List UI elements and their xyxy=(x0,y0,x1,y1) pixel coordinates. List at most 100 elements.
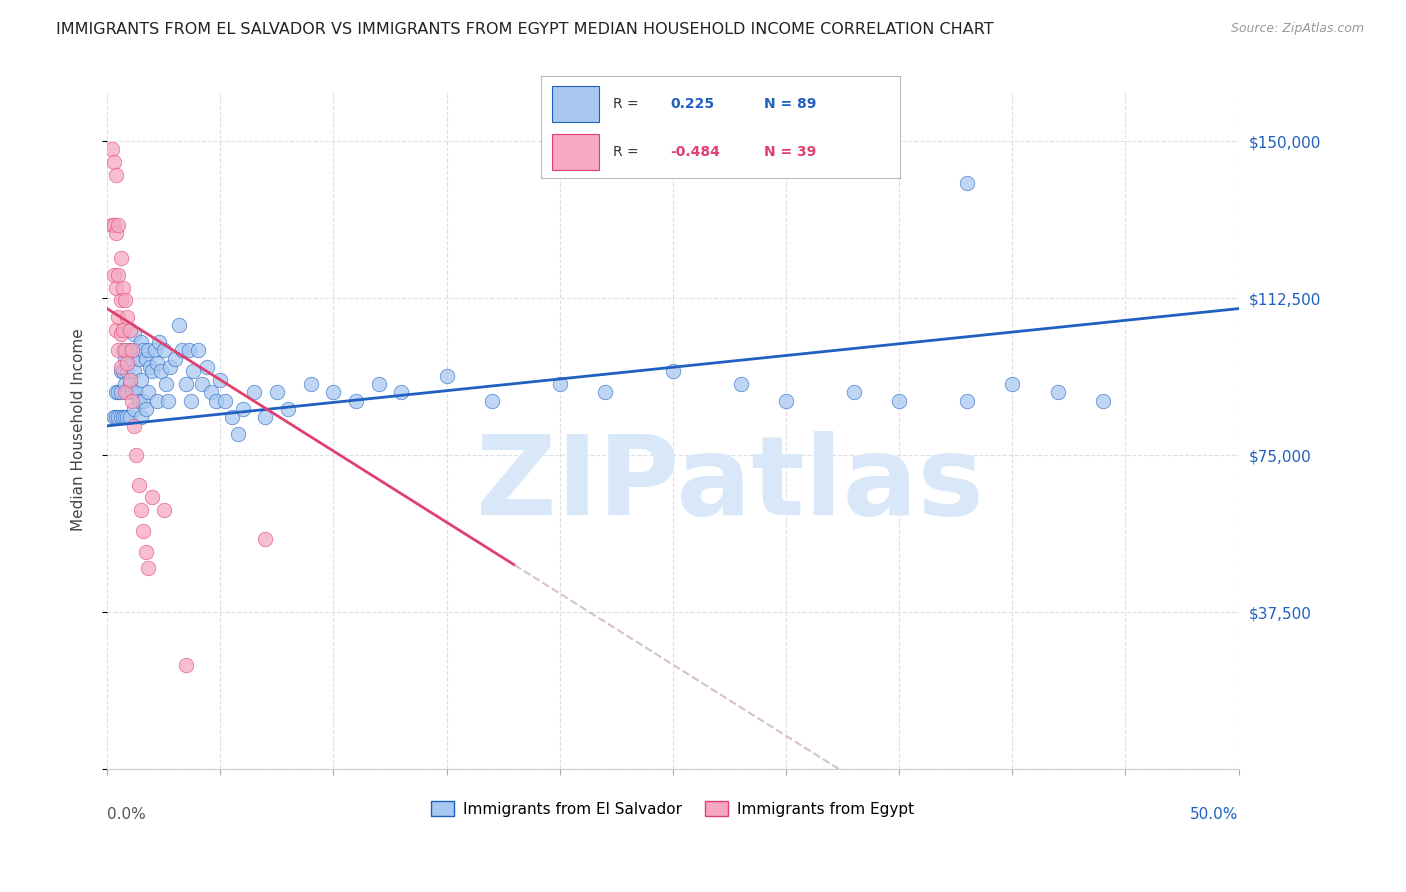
Y-axis label: Median Household Income: Median Household Income xyxy=(72,328,86,532)
Point xyxy=(436,368,458,383)
Point xyxy=(232,402,254,417)
Point xyxy=(169,318,191,333)
Point xyxy=(111,410,134,425)
Point xyxy=(129,373,152,387)
Point xyxy=(548,376,571,391)
Text: ZIPatlas: ZIPatlas xyxy=(475,431,983,538)
Point xyxy=(114,385,136,400)
Point xyxy=(200,385,222,400)
Point xyxy=(107,385,129,400)
Point xyxy=(118,322,141,336)
Point xyxy=(209,373,232,387)
Point xyxy=(157,393,180,408)
Point xyxy=(367,376,389,391)
Point xyxy=(1091,393,1114,408)
Point xyxy=(121,351,143,366)
Point xyxy=(174,657,197,672)
Point xyxy=(956,176,979,190)
Point xyxy=(105,168,128,182)
Point xyxy=(125,385,148,400)
Text: 0.225: 0.225 xyxy=(671,97,714,111)
Point xyxy=(146,356,169,370)
Point xyxy=(1046,385,1069,400)
Point xyxy=(105,385,128,400)
Point xyxy=(125,343,148,358)
Point xyxy=(177,343,200,358)
Point xyxy=(662,364,685,378)
Text: R =: R = xyxy=(613,97,638,111)
Point xyxy=(181,364,204,378)
Point xyxy=(956,393,979,408)
Point xyxy=(277,402,299,417)
Point xyxy=(135,351,157,366)
Point xyxy=(117,385,139,400)
Text: N = 39: N = 39 xyxy=(763,145,815,160)
Point xyxy=(122,364,145,378)
Point xyxy=(132,343,155,358)
Point xyxy=(299,376,322,391)
Point xyxy=(191,376,214,391)
Point xyxy=(135,544,157,558)
Point xyxy=(148,335,170,350)
FancyBboxPatch shape xyxy=(553,135,599,170)
Point xyxy=(117,364,139,378)
Point xyxy=(111,280,134,294)
Point xyxy=(150,364,173,378)
Point xyxy=(155,376,177,391)
Point xyxy=(141,490,163,504)
Point xyxy=(107,410,129,425)
Point xyxy=(159,360,181,375)
Point xyxy=(121,385,143,400)
Point xyxy=(103,410,125,425)
Point xyxy=(146,393,169,408)
Point xyxy=(103,268,125,282)
Text: 0.0%: 0.0% xyxy=(107,806,146,822)
Point xyxy=(105,410,128,425)
Point xyxy=(141,364,163,378)
Point xyxy=(118,373,141,387)
Point xyxy=(204,393,226,408)
Legend: Immigrants from El Salvador, Immigrants from Egypt: Immigrants from El Salvador, Immigrants … xyxy=(425,795,921,822)
Point xyxy=(121,393,143,408)
Point xyxy=(125,448,148,462)
Point xyxy=(195,360,218,375)
Point xyxy=(100,218,122,232)
Text: 50.0%: 50.0% xyxy=(1191,806,1239,822)
Point xyxy=(136,561,159,575)
Point xyxy=(254,532,277,546)
Point xyxy=(110,252,132,266)
Point xyxy=(139,360,162,375)
Point xyxy=(254,410,277,425)
Point xyxy=(132,393,155,408)
Point xyxy=(118,410,141,425)
Text: IMMIGRANTS FROM EL SALVADOR VS IMMIGRANTS FROM EGYPT MEDIAN HOUSEHOLD INCOME COR: IMMIGRANTS FROM EL SALVADOR VS IMMIGRANT… xyxy=(56,22,994,37)
Point xyxy=(110,293,132,308)
Point xyxy=(103,218,125,232)
Text: -0.484: -0.484 xyxy=(671,145,720,160)
Point xyxy=(114,351,136,366)
Point xyxy=(110,326,132,341)
Point xyxy=(136,385,159,400)
Point xyxy=(117,410,139,425)
Point xyxy=(117,310,139,324)
Text: Source: ZipAtlas.com: Source: ZipAtlas.com xyxy=(1230,22,1364,36)
Point xyxy=(128,351,150,366)
Point xyxy=(481,393,503,408)
Point xyxy=(228,427,250,442)
Point xyxy=(110,364,132,378)
Point xyxy=(344,393,367,408)
Point xyxy=(187,343,209,358)
Point xyxy=(110,410,132,425)
Point xyxy=(129,335,152,350)
Point xyxy=(100,143,122,157)
Point xyxy=(105,322,128,336)
Point xyxy=(143,343,166,358)
Point xyxy=(107,268,129,282)
Point xyxy=(163,351,186,366)
Point xyxy=(114,376,136,391)
Point xyxy=(221,410,243,425)
Point xyxy=(111,364,134,378)
Point xyxy=(128,393,150,408)
Point xyxy=(152,343,174,358)
Point xyxy=(593,385,616,400)
